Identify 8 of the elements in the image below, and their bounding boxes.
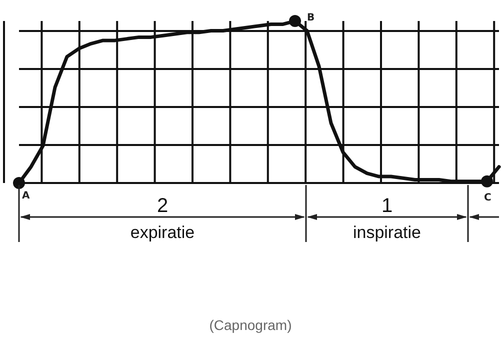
text: (Capnogram) <box>208 316 293 334</box>
text: 2 <box>156 195 170 217</box>
text: A <box>22 190 30 202</box>
text: inspiratie <box>352 223 422 243</box>
text: C <box>484 192 492 204</box>
text: 1 <box>381 195 393 217</box>
text: expiratie <box>129 223 196 243</box>
annotation: B <box>307 12 315 24</box>
